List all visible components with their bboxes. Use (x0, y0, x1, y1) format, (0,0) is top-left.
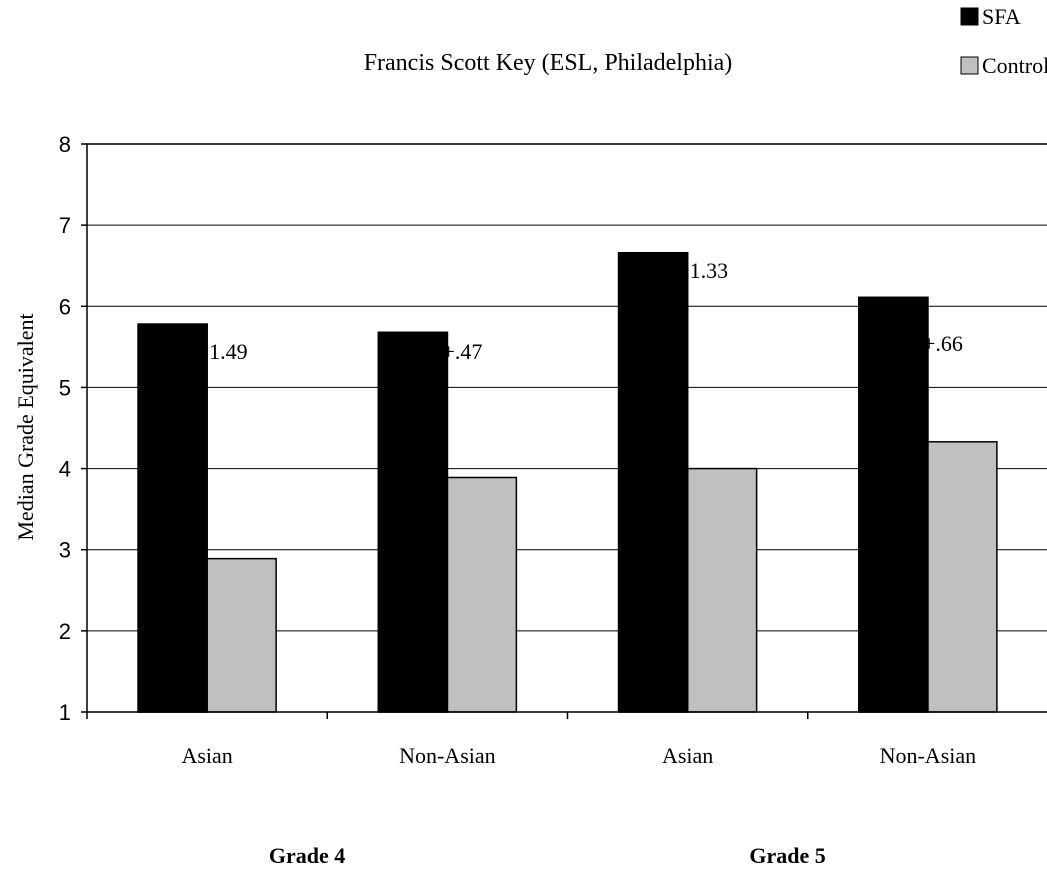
bar-sfa-overlay-3 (858, 296, 929, 713)
legend: SFA Control (960, 4, 1047, 78)
bar-control-3 (927, 441, 998, 713)
y-tick-label: 3 (59, 538, 71, 563)
y-tick-label: 1 (59, 700, 71, 725)
plot-area (86, 143, 1047, 713)
y-tick-label: 6 (59, 294, 71, 319)
x-tick-label: Asian (181, 743, 232, 768)
bar-control-1 (446, 476, 518, 713)
y-tick-label: 7 (59, 213, 71, 238)
y-axis-label: Median Grade Equivalent (13, 313, 38, 540)
bar-sfa-overlay-2 (617, 251, 689, 713)
bar-control-0 (206, 557, 277, 713)
legend-swatch-control (960, 56, 979, 75)
y-tick-label: 4 (59, 457, 71, 482)
y-tick-label: 2 (59, 619, 71, 644)
x-tick-label: Non-Asian (880, 743, 977, 768)
y-tick-label: 8 (59, 132, 71, 157)
bar-sfa-overlay-1 (377, 331, 449, 713)
chart-title: Francis Scott Key (ESL, Philadelphia) (364, 50, 733, 76)
legend-swatch-sfa (960, 7, 979, 26)
y-tick-label: 5 (59, 375, 71, 400)
legend-label-control: Control (982, 53, 1047, 78)
x-tick-label: Non-Asian (399, 743, 496, 768)
group-label: Grade 4 (269, 843, 345, 868)
bar-control-2 (686, 467, 758, 713)
bar-sfa-overlay-0 (137, 323, 208, 713)
group-label: Grade 5 (749, 843, 825, 868)
legend-label-sfa: SFA (982, 4, 1021, 29)
x-tick-label: Asian (662, 743, 713, 768)
